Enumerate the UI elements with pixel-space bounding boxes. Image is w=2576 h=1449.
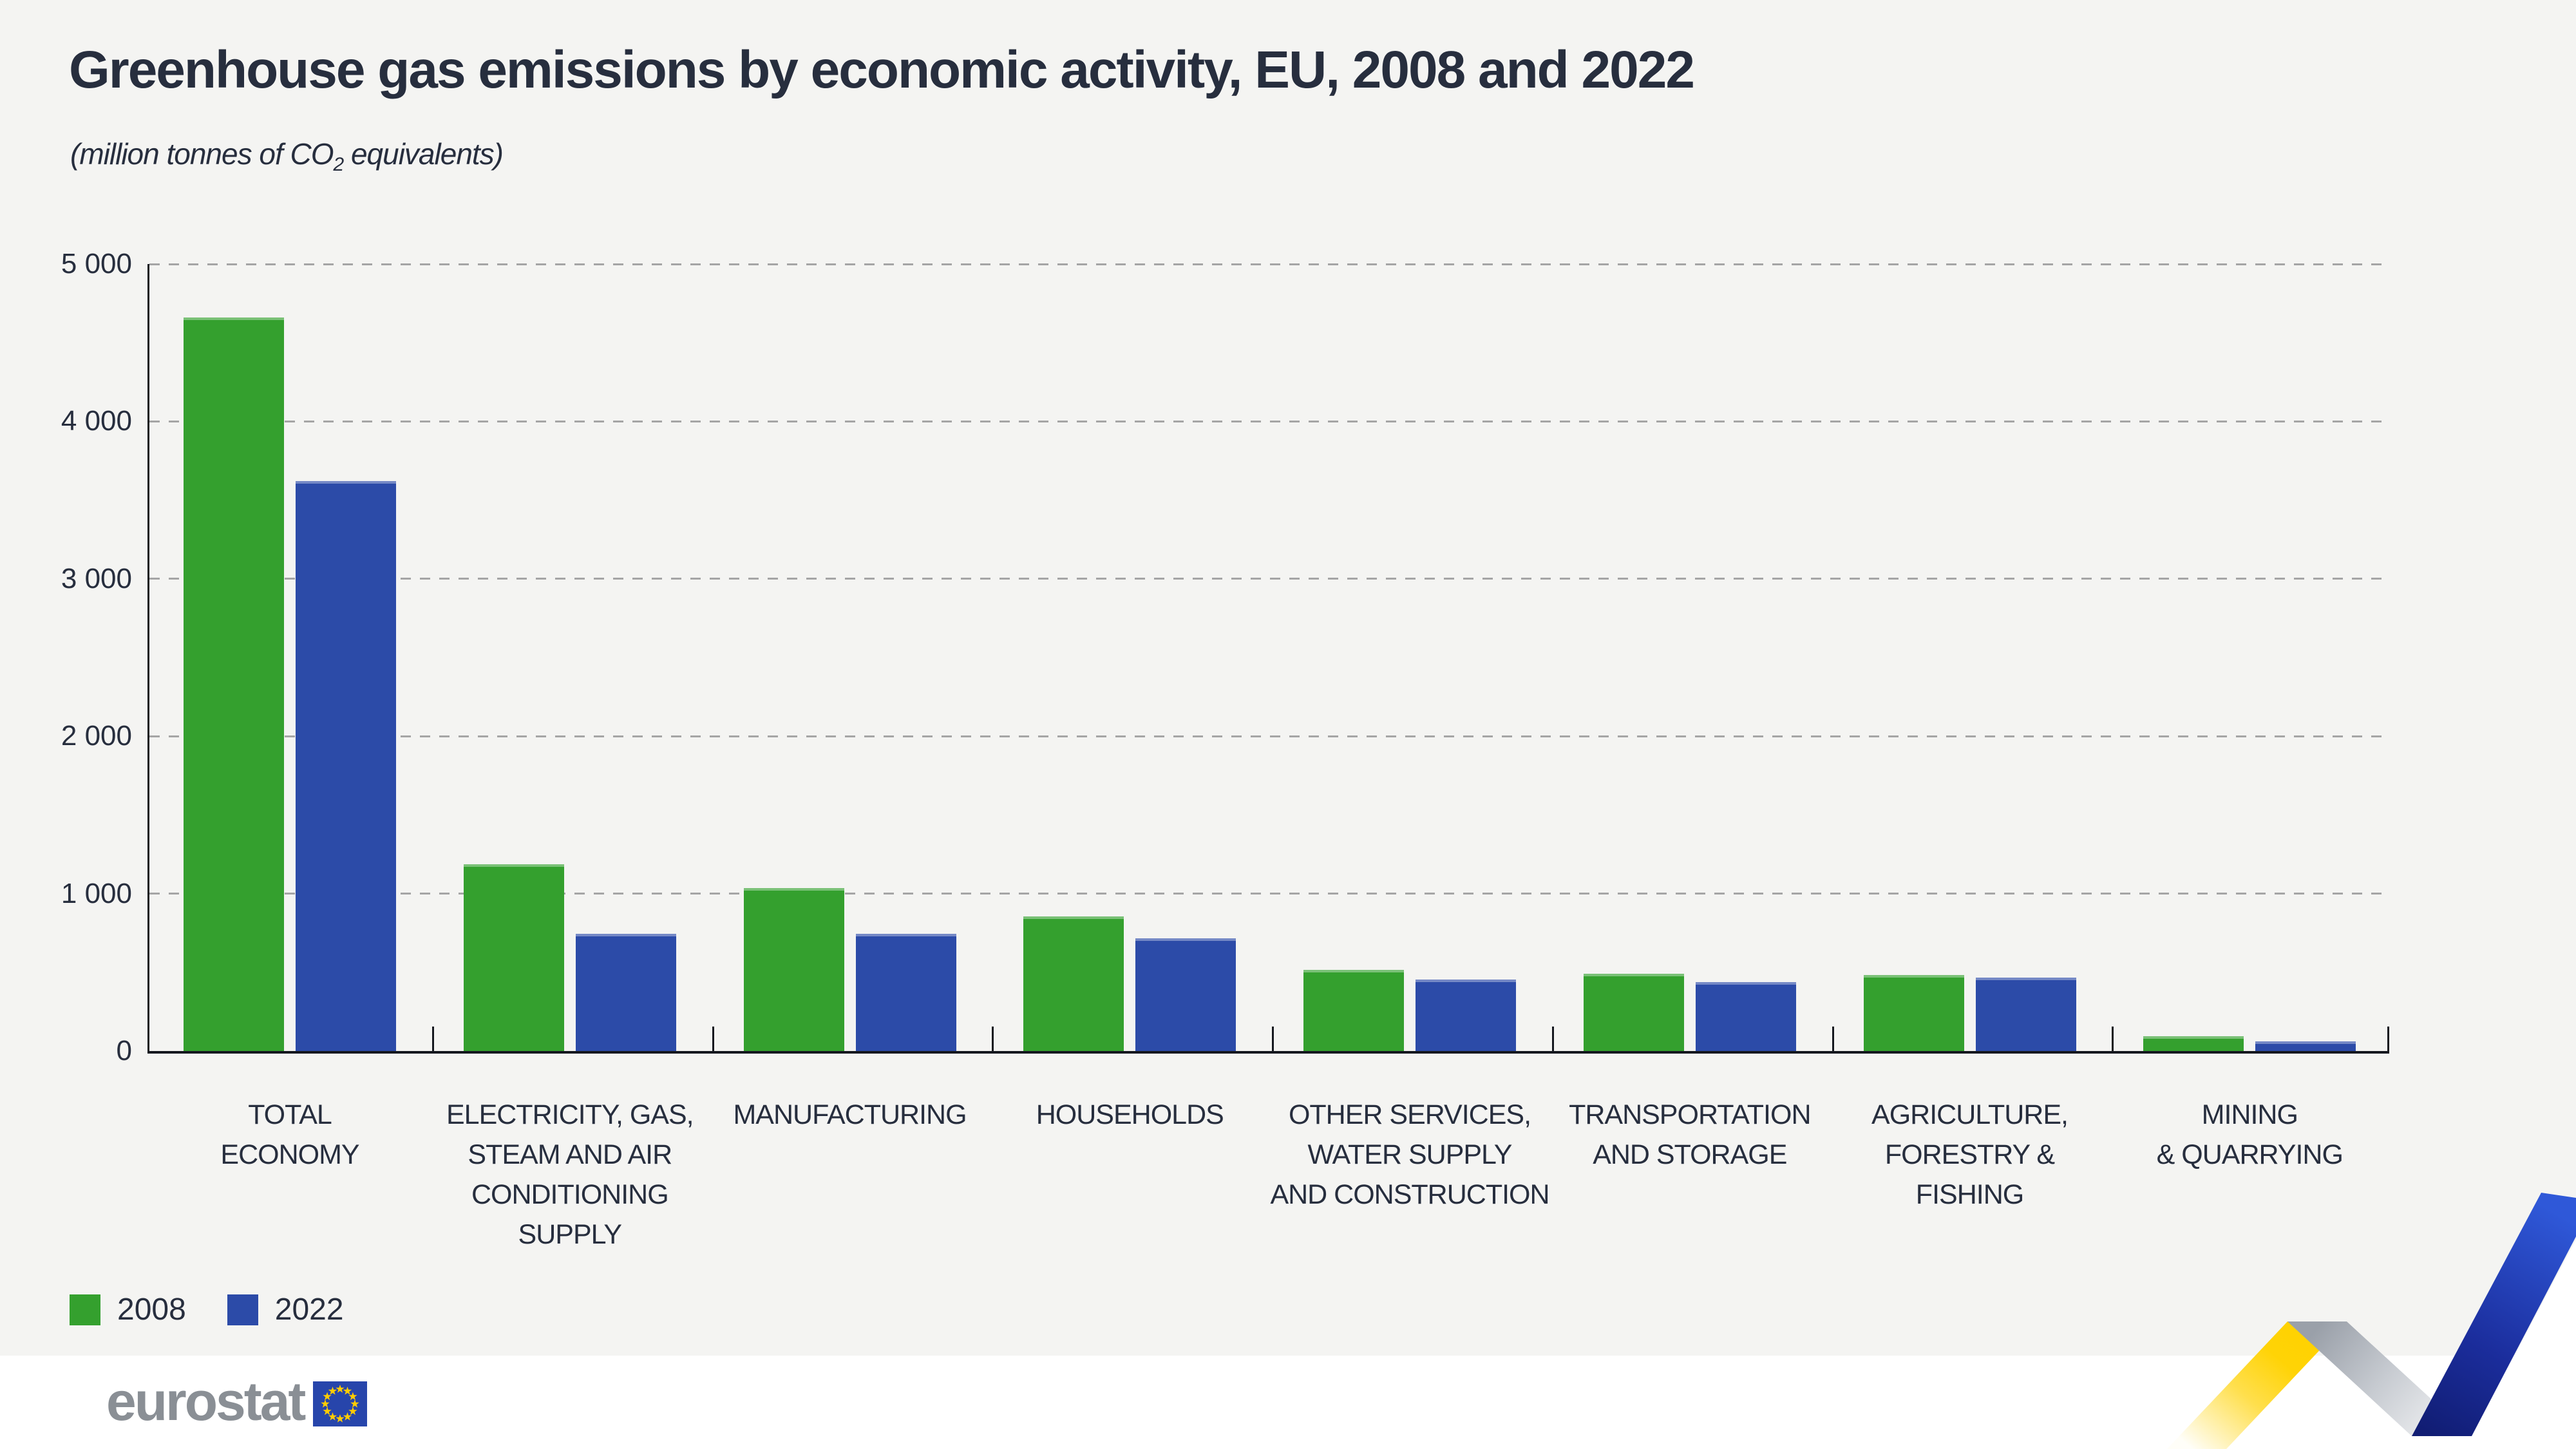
bar-2022-7 [1975, 978, 2076, 1051]
y-tick-label: 3 000 [61, 562, 132, 594]
bar-2008-2 [463, 864, 564, 1051]
y-tick-label: 4 000 [61, 405, 132, 437]
category-label-line: STEAM AND AIR [468, 1139, 672, 1170]
category-label-line: HOUSEHOLDS [1036, 1099, 1224, 1130]
gridline-5000 [149, 263, 2389, 265]
category-label: ELECTRICITY, GAS, STEAM AND AIR CONDITIONI… [428, 1095, 712, 1255]
y-tick-label: 1 000 [61, 877, 132, 909]
subtitle-subscript: 2 [333, 154, 345, 176]
bar-2008-4 [1023, 916, 1124, 1051]
eu-flag-star [323, 1406, 332, 1415]
eurostat-ribbon-graphic-icon [2167, 1193, 2576, 1449]
eurostat-logo: eurostat [106, 1370, 368, 1433]
category-label: TRANSPORTATION AND STORAGE [1548, 1095, 1832, 1175]
category-label-line: OTHER SERVICES, [1288, 1099, 1531, 1130]
bar-2008-6 [1583, 974, 1684, 1051]
legend-swatch-2008 [70, 1294, 100, 1325]
page-title: Greenhouse gas emissions by economic act… [69, 41, 1695, 99]
axis-tick [1832, 1027, 1834, 1051]
bar-2022-3 [855, 933, 956, 1051]
bar-2008-8 [2143, 1036, 2244, 1051]
category-label-line: WATER SUPPLY [1307, 1139, 1513, 1170]
category-label-line: TRANSPORTATION [1569, 1099, 1811, 1130]
eu-flag-icon [313, 1381, 368, 1426]
axis-tick [2112, 1027, 2114, 1051]
chart-subtitle: (million tonnes of CO2 equivalents) [70, 137, 504, 176]
category-label-line: AND CONSTRUCTION [1270, 1179, 1549, 1210]
bar-2008-3 [743, 888, 844, 1051]
plot-area [147, 263, 2389, 1054]
eu-flag-star [343, 1386, 352, 1395]
legend-label-2022: 2022 [274, 1293, 344, 1327]
subtitle-prefix: (million tonnes of CO [70, 137, 334, 171]
bar-2022-6 [1695, 981, 1796, 1051]
category-label: OTHER SERVICES, WATER SUPPLY AND CONSTRUCT… [1268, 1095, 1551, 1215]
category-label-line: TOTAL [248, 1099, 332, 1130]
category-label-line: MINING [2201, 1099, 2298, 1130]
eu-flag-star [328, 1386, 337, 1395]
eurostat-logo-text: eurostat [106, 1371, 306, 1432]
category-label-line: FORESTRY & FISHING [1884, 1139, 2055, 1210]
y-tick-label: 2 000 [61, 720, 132, 752]
eu-flag-star [348, 1392, 358, 1400]
gridline-3000 [149, 578, 2389, 580]
category-label-line: MANUFACTURING [733, 1099, 967, 1130]
eu-flag-star [343, 1412, 352, 1421]
category-label-line: AGRICULTURE, [1871, 1099, 2069, 1130]
eu-flag-star [336, 1414, 345, 1423]
y-tick-label: 5 000 [61, 248, 132, 279]
bar-2022-2 [575, 933, 676, 1051]
footer-band [0, 1356, 2576, 1449]
axis-tick [1272, 1027, 1274, 1051]
chart-background [0, 0, 2576, 1356]
category-label-line: ELECTRICITY, GAS, [446, 1099, 694, 1130]
bar-2008-7 [1863, 974, 1964, 1051]
axis-tick [712, 1027, 714, 1051]
eu-flag-star [328, 1412, 337, 1421]
eu-flag-star [336, 1384, 345, 1393]
category-label-line: AND STORAGE [1593, 1139, 1787, 1170]
category-label-line: & QUARRYING [2156, 1139, 2344, 1170]
subtitle-suffix: equivalents) [343, 137, 504, 171]
category-label-line: CONDITIONING SUPPLY [471, 1179, 669, 1250]
category-label: AGRICULTURE, FORESTRY & FISHING [1828, 1095, 2112, 1215]
bar-2022-1 [296, 481, 396, 1051]
axis-tick [992, 1027, 994, 1051]
gridline-4000 [149, 420, 2389, 422]
bar-2022-4 [1135, 938, 1236, 1051]
eu-flag-star [348, 1406, 358, 1415]
category-label-line: ECONOMY [220, 1139, 359, 1170]
category-label: MANUFACTURING [708, 1095, 992, 1135]
category-label: MINING & QUARRYING [2108, 1095, 2391, 1175]
eu-flag-star [350, 1399, 360, 1408]
y-axis-labels: 5 000 4 000 3 000 2 000 1 000 0 [0, 248, 132, 1066]
legend-label-2008: 2008 [117, 1293, 186, 1327]
axis-tick [431, 1027, 434, 1051]
eu-flag-star [323, 1392, 332, 1400]
category-label: HOUSEHOLDS [988, 1095, 1271, 1135]
bar-2008-5 [1303, 970, 1404, 1051]
bar-2022-5 [1416, 979, 1516, 1051]
y-tick-label: 0 [116, 1035, 132, 1066]
legend-item-2022: 2022 [227, 1292, 344, 1327]
category-label: TOTAL ECONOMY [148, 1095, 431, 1175]
legend-swatch-2022 [227, 1294, 258, 1325]
eu-flag-star [321, 1399, 330, 1408]
chart-legend: 2008 2022 [70, 1292, 344, 1327]
bar-2022-8 [2255, 1041, 2356, 1051]
axis-tick [1551, 1027, 1554, 1051]
legend-item-2008: 2008 [70, 1292, 186, 1327]
bar-2008-1 [184, 317, 284, 1051]
gridline-1000 [149, 893, 2389, 895]
gridline-2000 [149, 735, 2389, 737]
axis-tick [2387, 1027, 2389, 1051]
